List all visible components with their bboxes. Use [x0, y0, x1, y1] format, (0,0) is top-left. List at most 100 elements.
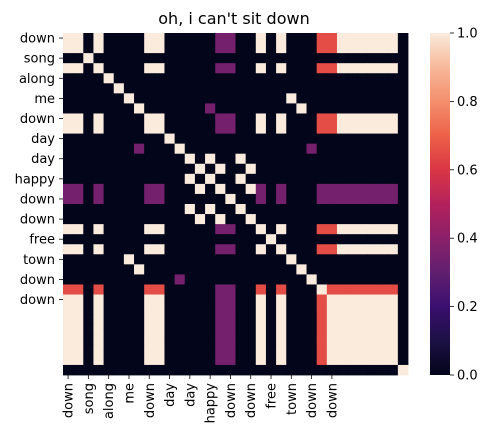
- heatmap-cell: [276, 344, 287, 356]
- heatmap-cell: [205, 83, 216, 94]
- heatmap-cell: [215, 354, 226, 366]
- heatmap-cell: [357, 43, 368, 54]
- heatmap-cell: [205, 304, 216, 316]
- heatmap-cell: [286, 234, 297, 245]
- heatmap-cell: [387, 304, 399, 316]
- heatmap-cell: [83, 113, 94, 124]
- heatmap-cell: [397, 284, 409, 295]
- heatmap-cell: [184, 304, 196, 316]
- heatmap-cell: [174, 364, 186, 376]
- heatmap-cell: [113, 143, 125, 155]
- heatmap-cell: [134, 103, 145, 114]
- heatmap-cell: [276, 183, 287, 195]
- heatmap-cell: [123, 324, 135, 336]
- colorbar-tick-label: 0.4: [457, 232, 478, 247]
- heatmap-cell: [215, 224, 226, 235]
- heatmap-cell: [255, 193, 267, 205]
- x-tick-label: along: [102, 383, 117, 419]
- heatmap-cell: [164, 173, 176, 185]
- heatmap-cell: [83, 73, 94, 84]
- heatmap-cell: [113, 284, 125, 295]
- heatmap-cell: [103, 264, 115, 275]
- heatmap-cell: [225, 183, 236, 195]
- heatmap-cell: [245, 334, 257, 346]
- heatmap-cell: [367, 324, 378, 336]
- heatmap-cell: [73, 123, 84, 134]
- heatmap-cell: [174, 224, 186, 235]
- heatmap-cell: [164, 264, 176, 275]
- heatmap-cell: [134, 244, 145, 255]
- heatmap-cell: [113, 173, 125, 185]
- heatmap-cell: [225, 334, 236, 346]
- heatmap-cell: [397, 264, 409, 275]
- heatmap-cell: [265, 294, 277, 305]
- heatmap-cell: [296, 103, 307, 114]
- heatmap-cell: [235, 43, 247, 54]
- heatmap-cell: [367, 63, 378, 74]
- heatmap-cell: [164, 43, 176, 54]
- heatmap-cell: [184, 224, 196, 235]
- heatmap-cell: [336, 344, 348, 356]
- heatmap-cell: [194, 153, 206, 165]
- heatmap-cell: [83, 264, 94, 275]
- heatmap-cell: [144, 193, 155, 205]
- heatmap-cell: [367, 304, 378, 316]
- heatmap-cell: [336, 133, 348, 145]
- heatmap-cell: [286, 284, 297, 295]
- heatmap-cell: [215, 33, 226, 44]
- heatmap-cell: [225, 63, 236, 74]
- y-tick-label: happy: [15, 172, 56, 187]
- heatmap-cell: [93, 163, 104, 175]
- heatmap-cell: [326, 304, 338, 316]
- heatmap-cell: [387, 234, 399, 245]
- heatmap-cell: [336, 234, 348, 245]
- heatmap-cell: [306, 143, 318, 155]
- heatmap-cell: [397, 63, 409, 74]
- heatmap-cell: [296, 183, 307, 195]
- heatmap-cell: [296, 364, 307, 376]
- heatmap-cell: [387, 274, 399, 285]
- heatmap-cell: [123, 113, 135, 124]
- heatmap-cell: [286, 214, 297, 225]
- heatmap-cell: [316, 244, 328, 255]
- colorbar-tick-label: 1.0: [457, 27, 478, 42]
- heatmap-cell: [367, 33, 378, 44]
- heatmap-cell: [103, 173, 115, 185]
- heatmap-cell: [154, 183, 165, 195]
- heatmap-cell: [387, 43, 399, 54]
- heatmap-cell: [367, 123, 378, 134]
- heatmap-cell: [205, 244, 216, 255]
- heatmap-cell: [387, 83, 399, 94]
- heatmap-cell: [73, 344, 84, 356]
- heatmap-cell: [215, 244, 226, 255]
- y-tick-label: day: [31, 132, 55, 147]
- heatmap-cell: [93, 173, 104, 185]
- heatmap-cell: [83, 143, 94, 155]
- heatmap-cell: [83, 244, 94, 255]
- heatmap-cell: [286, 153, 297, 165]
- heatmap-cell: [306, 304, 318, 316]
- heatmap-cell: [154, 244, 165, 255]
- heatmap-cell: [93, 284, 104, 295]
- heatmap-cell: [215, 294, 226, 305]
- heatmap-cell: [347, 53, 358, 64]
- heatmap-cell: [255, 344, 267, 356]
- heatmap-cell: [286, 103, 297, 114]
- heatmap-cell: [123, 83, 135, 94]
- heatmap-cell: [205, 43, 216, 54]
- heatmap-cell: [225, 304, 236, 316]
- heatmap-cell: [184, 33, 196, 44]
- heatmap-cell: [184, 183, 196, 195]
- heatmap-cell: [326, 193, 338, 205]
- heatmap-cell: [357, 103, 368, 114]
- heatmap-cell: [347, 63, 358, 74]
- heatmap-cell: [63, 284, 74, 295]
- heatmap-cell: [397, 73, 409, 84]
- heatmap-cell: [164, 284, 176, 295]
- heatmap-cell: [245, 204, 257, 215]
- heatmap-cell: [245, 294, 257, 305]
- x-tick-label: day: [163, 383, 178, 407]
- heatmap-cell: [377, 63, 389, 74]
- heatmap-cell: [306, 43, 318, 54]
- heatmap-cell: [316, 73, 328, 84]
